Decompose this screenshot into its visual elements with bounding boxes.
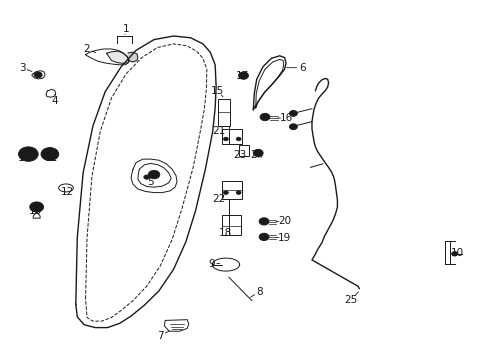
Text: 2: 2 (83, 44, 90, 54)
Polygon shape (46, 89, 56, 97)
Text: 18: 18 (219, 228, 232, 238)
Text: 5: 5 (147, 177, 154, 187)
Text: 12: 12 (61, 186, 74, 197)
Circle shape (260, 113, 269, 121)
Circle shape (289, 111, 297, 116)
Text: 8: 8 (255, 287, 262, 297)
Circle shape (253, 149, 263, 157)
Text: 16: 16 (279, 113, 292, 123)
Circle shape (30, 202, 43, 212)
Text: 10: 10 (450, 248, 463, 258)
Circle shape (148, 170, 160, 179)
Text: 9: 9 (207, 258, 214, 269)
Text: 1: 1 (122, 24, 129, 34)
Polygon shape (164, 320, 188, 331)
Circle shape (451, 252, 457, 256)
FancyBboxPatch shape (218, 99, 229, 126)
FancyBboxPatch shape (222, 215, 241, 235)
Text: 3: 3 (19, 63, 25, 73)
Text: 15: 15 (210, 86, 224, 96)
Text: 17: 17 (235, 71, 248, 81)
Text: 6: 6 (298, 63, 305, 73)
Text: 7: 7 (157, 330, 163, 341)
Polygon shape (85, 49, 129, 65)
FancyBboxPatch shape (222, 129, 242, 144)
Circle shape (236, 191, 241, 194)
Text: 19: 19 (277, 233, 291, 243)
Circle shape (143, 175, 149, 179)
Polygon shape (253, 56, 285, 110)
Circle shape (41, 148, 59, 161)
Circle shape (259, 218, 268, 225)
Text: 13: 13 (28, 206, 42, 216)
Text: 25: 25 (344, 294, 357, 305)
Circle shape (238, 72, 248, 79)
Circle shape (223, 137, 228, 141)
FancyBboxPatch shape (222, 181, 242, 199)
Polygon shape (32, 71, 45, 79)
Text: 14: 14 (18, 153, 31, 163)
Text: 21: 21 (211, 126, 225, 136)
Circle shape (34, 72, 42, 78)
Polygon shape (128, 52, 138, 62)
Text: 23: 23 (232, 150, 246, 160)
Circle shape (23, 150, 33, 158)
Text: 4: 4 (51, 96, 58, 106)
Circle shape (19, 147, 38, 161)
Ellipse shape (59, 184, 73, 192)
Text: 24: 24 (249, 150, 263, 160)
Polygon shape (106, 51, 129, 63)
Circle shape (236, 137, 241, 141)
Text: 22: 22 (211, 194, 225, 204)
Polygon shape (131, 159, 177, 193)
Circle shape (259, 233, 268, 240)
Polygon shape (76, 36, 216, 328)
Circle shape (223, 191, 228, 194)
Circle shape (289, 124, 297, 130)
Polygon shape (33, 212, 40, 218)
Circle shape (46, 151, 54, 157)
Text: 11: 11 (44, 153, 58, 163)
Text: 20: 20 (278, 216, 290, 226)
FancyBboxPatch shape (238, 145, 249, 156)
